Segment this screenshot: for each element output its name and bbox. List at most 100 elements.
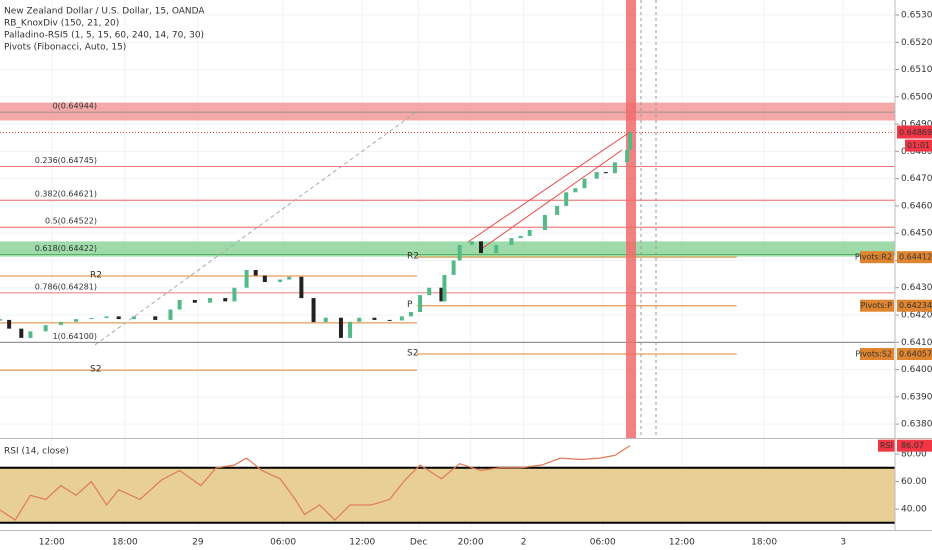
rsi-line [0,445,631,521]
candle [58,321,63,326]
y-tick-label: 40.00 [901,505,927,515]
candle [223,298,228,302]
x-tick-label: 18:00 [751,538,777,548]
over-layer: 12:00 18:00 29 06:00 12:00 Dec 20:00 2 06:00 12:0… [0,11,932,548]
candle [253,270,258,276]
fib-label: 1(0.64100) [53,332,97,341]
candle [262,275,267,282]
x-tick-label: 12:00 [349,538,375,548]
candle [74,319,79,322]
under-layer [0,0,896,530]
candle [555,205,560,215]
indicator-label: Palladino-RSI5 (1, 5, 15, 60, 240, 14, 7… [4,31,204,41]
candle [527,229,532,236]
pivot-value: 0.64412 [899,253,932,262]
y-tick-label: 60.00 [901,477,927,487]
candle [89,318,94,320]
fib-label: 0.236(0.64745) [35,156,97,165]
candle [542,214,547,230]
x-tick-label: 06:00 [270,538,296,548]
candle [7,319,12,329]
pivot-value-bg [897,251,932,264]
pivot-tag-bg [860,299,894,312]
pivot-value-bg [897,299,932,312]
trend-line [479,149,623,251]
pivot-tag-bg [860,348,894,360]
candle [625,150,630,163]
x-tick-label: 12:00 [39,538,65,548]
candle [469,241,474,245]
chart-title: New Zealand Dollar / U.S. Dollar, 15, OA… [4,7,205,17]
pivot-tag-bg [860,251,894,264]
candle [518,235,523,239]
fib-label: 0.786(0.64281) [35,282,97,291]
candle [19,328,24,338]
candle [244,270,249,288]
candle [594,172,599,179]
candle [168,309,173,320]
x-tick-label: Dec [410,538,427,548]
candle [372,317,377,320]
candle [323,317,328,323]
x-tick-label: 12:00 [669,538,695,548]
zone [0,241,896,257]
pivot-value: 0.64234 [899,301,932,310]
highlight-bar [626,0,636,438]
candle [278,279,283,282]
pivot-value-bg [897,348,932,360]
candle [427,287,432,296]
candle [43,325,48,332]
last-price-bg [897,125,932,139]
pivot-name: P [407,300,413,310]
rsi-title: RSI (14, close) [4,447,69,457]
candle [509,238,514,245]
rsi-value-bg [897,439,932,452]
candle [28,331,33,338]
indicator-label: RB_KnoxDiv (150, 21, 20) [4,19,119,29]
indicator-label: Pivots (Fibonacci, Auto, 15) [4,43,126,53]
last-price-label: 0.64869 [899,128,932,137]
pivot-tag: Pivots:R2 [855,253,892,262]
x-tick-label: 3 [840,538,846,548]
pivot-name: S2 [407,349,418,359]
candle [153,316,158,320]
rsi-value: 86.07 [901,441,924,450]
rsi-tag: RSI [880,441,893,450]
candle [177,300,182,310]
candle [338,317,343,338]
fib-label: 0(0.64944) [53,102,97,111]
x-tick-label: 06:00 [590,538,616,548]
fib-label: 0.382(0.64621) [35,190,97,199]
x-tick-label: 29 [192,538,204,548]
candle [387,319,392,321]
pivot-name: R2 [407,252,419,262]
candle [478,241,483,254]
x-tick-label: 20:00 [458,538,484,548]
candle [287,276,292,280]
candle [299,276,304,299]
candle [104,316,109,318]
x-tick-label: 2 [521,538,527,548]
candle [603,172,608,174]
rsi-tag-bg [878,439,895,452]
candle [131,316,136,320]
candle [564,192,569,206]
rsi-band [0,467,895,523]
countdown-bg [905,139,932,152]
fib-label: 0.5(0.64522) [45,217,97,226]
candle [494,244,499,254]
trend-line [467,131,631,243]
y-tick-label: 80.00 [901,450,927,460]
